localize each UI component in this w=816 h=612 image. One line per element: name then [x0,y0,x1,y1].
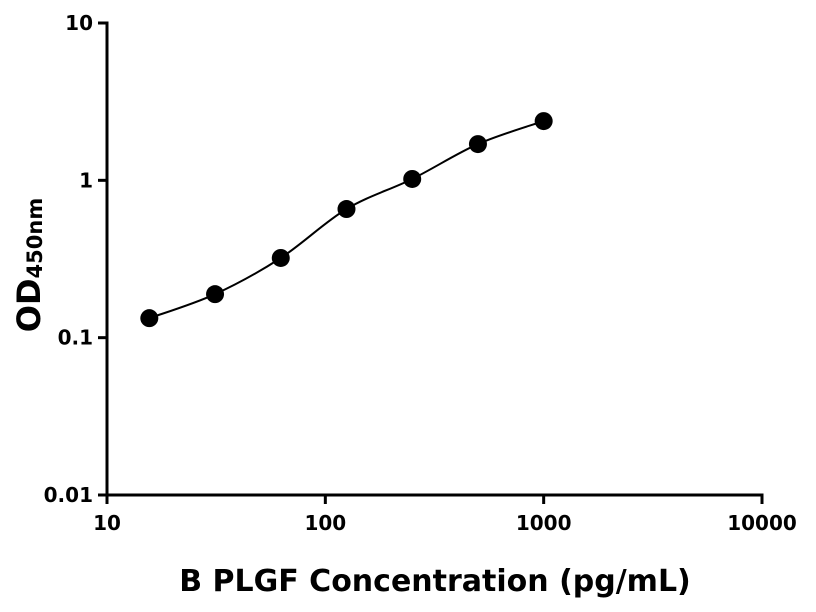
x-tick-label: 1000 [516,511,572,535]
x-tick-label: 10000 [727,511,797,535]
data-point [206,285,225,304]
y-tick-label: 10 [65,11,93,35]
x-tick-label: 100 [304,511,346,535]
data-point [403,169,422,188]
data-point [337,200,356,219]
x-tick-label: 10 [93,511,121,535]
y-tick-label: 0.01 [44,483,93,507]
y-tick-label: 1 [79,168,93,192]
y-axis-label-subscript: 450nm [23,198,47,279]
data-point [534,112,553,131]
data-point [271,248,290,267]
y-tick-label: 0.1 [58,326,93,350]
y-axis-label-main: OD [10,278,48,332]
data-point [468,135,487,154]
data-point [140,309,159,328]
x-axis-label: B PLGF Concentration (pg/mL) [179,564,691,599]
y-axis-label: OD450nm [10,198,48,332]
